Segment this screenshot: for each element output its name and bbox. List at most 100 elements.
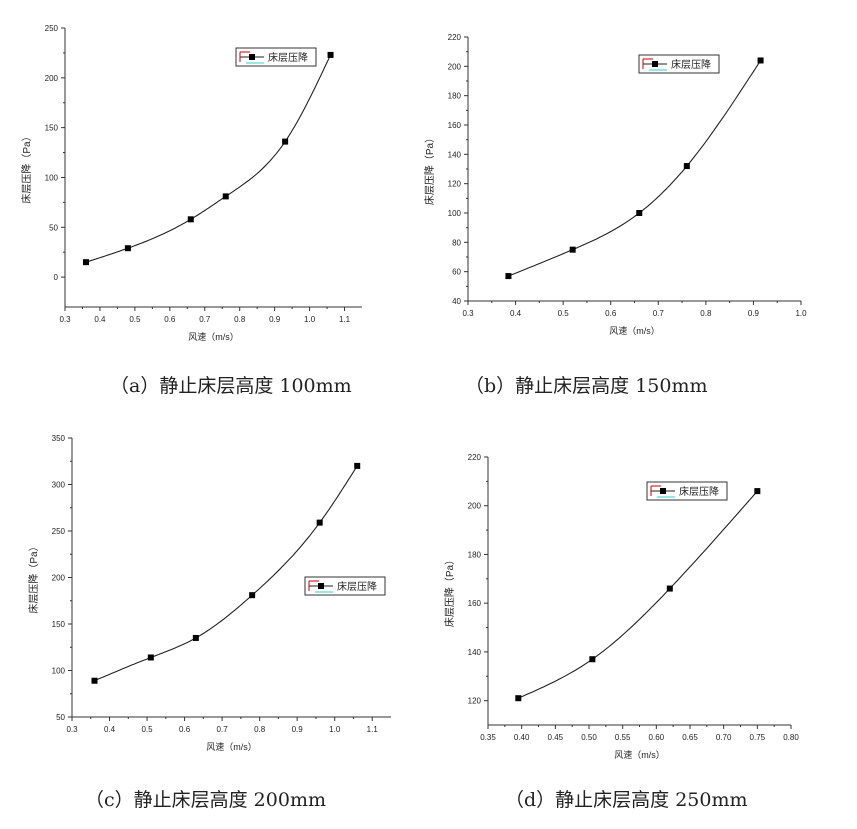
y-tick-label: 250: [52, 527, 66, 536]
x-axis-label: 风速（m/s）: [609, 326, 660, 336]
x-axis-label: 风速（m/s）: [188, 332, 239, 342]
y-tick-label: 180: [448, 92, 462, 101]
legend-marker: [652, 61, 658, 67]
x-tick-label: 1.1: [367, 725, 379, 734]
y-tick-label: 180: [468, 550, 482, 559]
x-tick-label: 0.50: [581, 733, 597, 742]
legend-label: 床层压降: [679, 485, 719, 498]
x-tick-label: 0.75: [750, 733, 766, 742]
x-tick-label: 0.7: [653, 309, 665, 318]
x-tick-label: 1.1: [339, 315, 351, 324]
data-point: [666, 585, 673, 592]
legend-label: 床层压降: [671, 58, 711, 71]
y-tick-label: 0: [54, 273, 59, 282]
y-axis-label: 床层压降（Pa）: [20, 131, 33, 203]
legend-box: [235, 47, 317, 67]
x-tick-label: 0.9: [748, 309, 760, 318]
legend-label: 床层压降: [268, 51, 308, 64]
data-point: [589, 656, 596, 663]
y-tick-label: 100: [52, 667, 66, 676]
x-tick-label: 0.6: [179, 725, 191, 734]
x-tick-label: 0.7: [199, 315, 211, 324]
y-tick-label: 40: [452, 297, 461, 306]
x-tick-label: 1.0: [304, 315, 316, 324]
data-point: [683, 163, 690, 170]
legend: 床层压降: [646, 481, 728, 501]
x-tick-label: 0.5: [129, 315, 141, 324]
chart-b: 0.3 0.4 0.5 0.6 0.7 0.8 0.9 1.0 40 60 80 100 120 140 1…: [423, 33, 807, 336]
x-tick-label: 0.8: [254, 725, 266, 734]
y-tick-label: 300: [52, 481, 66, 490]
data-point: [636, 210, 643, 216]
caption-c: （c）静止床层高度 200mm: [85, 789, 326, 811]
x-tick-label: 0.5: [141, 725, 153, 734]
data-point: [569, 246, 576, 253]
x-tick-label: 0.45: [548, 733, 564, 742]
chart-panel-c: 0.3 0.4 0.5 0.6 0.7 0.8 0.9 1.0 1.1 50 100 150 200 25…: [0, 420, 420, 790]
series-line: [508, 60, 762, 277]
y-tick-label: 140: [468, 648, 482, 657]
y-tick-label: 220: [468, 453, 482, 462]
legend-box: [638, 54, 720, 74]
x-tick-label: 0.40: [514, 733, 530, 742]
data-point: [757, 57, 764, 64]
data-point: [282, 138, 289, 145]
y-tick-label: 250: [45, 24, 59, 33]
data-point: [91, 677, 98, 684]
y-tick-label: 150: [52, 620, 66, 629]
x-tick-label: 0.8: [234, 315, 246, 324]
x-tick-label: 0.9: [292, 725, 304, 734]
x-tick-label: 0.4: [510, 309, 522, 318]
chart-a: 0.3 0.4 0.5 0.6 0.7 0.8 0.9 1.0 1.1 0 50 100 150 200 2…: [20, 24, 362, 342]
x-tick-label: 0.9: [269, 315, 281, 324]
x-tick-label: 0.55: [615, 733, 631, 742]
x-tick-label: 0.80: [783, 733, 799, 742]
data-point: [327, 51, 334, 58]
chart-d: 0.35 0.40 0.45 0.50 0.55 0.60 0.65 0.70 0.75 0.80…: [443, 453, 799, 760]
y-tick-label: 120: [448, 180, 462, 189]
x-axis-label: 风速（m/s）: [206, 742, 257, 752]
y-tick-label: 50: [56, 713, 65, 722]
chart-panel-d: 0.35 0.40 0.45 0.50 0.55 0.60 0.65 0.70 0.75 0.80…: [420, 420, 840, 790]
y-tick-label: 220: [448, 33, 462, 42]
y-tick-label: 80: [452, 238, 461, 247]
data-point: [82, 259, 89, 266]
data-point: [354, 462, 361, 469]
x-tick-label: 0.35: [480, 733, 496, 742]
y-axis-label: 床层压降（Pa）: [27, 541, 40, 613]
data-point: [192, 634, 199, 641]
y-tick-label: 200: [448, 62, 462, 71]
y-tick-label: 150: [45, 124, 59, 133]
chart-c: 0.3 0.4 0.5 0.6 0.7 0.8 0.9 1.0 1.1 50 100 150 200 25…: [27, 434, 391, 752]
legend-label: 床层压降: [337, 580, 377, 593]
data-point: [754, 488, 761, 495]
x-tick-label: 0.5: [558, 309, 570, 318]
x-tick-label: 1.0: [329, 725, 341, 734]
y-tick-label: 50: [49, 223, 58, 232]
x-tick-label: 0.3: [59, 315, 71, 324]
y-tick-label: 140: [448, 150, 462, 159]
y-tick-label: 100: [45, 173, 59, 182]
series-line: [85, 54, 332, 263]
caption-d: （d）静止床层高度 250mm: [505, 789, 748, 811]
x-tick-label: 0.8: [700, 309, 712, 318]
data-point: [147, 654, 154, 661]
x-tick-label: 1.0: [795, 309, 807, 318]
y-tick-label: 200: [52, 574, 66, 583]
y-tick-label: 60: [452, 268, 461, 277]
data-point: [316, 519, 323, 526]
x-tick-label: 0.60: [649, 733, 665, 742]
x-tick-label: 0.7: [217, 725, 229, 734]
data-point: [505, 273, 512, 280]
legend: 床层压降: [638, 54, 720, 74]
x-tick-label: 0.6: [164, 315, 176, 324]
data-point: [222, 193, 229, 200]
y-tick-label: 160: [468, 599, 482, 608]
chart-panel-a: 0.3 0.4 0.5 0.6 0.7 0.8 0.9 1.0 1.1 0 50 100 150 200 2…: [0, 0, 420, 370]
legend-box: [646, 481, 728, 501]
legend-marker: [660, 488, 666, 494]
y-tick-label: 200: [468, 502, 482, 511]
x-tick-label: 0.3: [66, 725, 78, 734]
chart-panel-b: 0.3 0.4 0.5 0.6 0.7 0.8 0.9 1.0 40 60 80 100 120 140 1…: [420, 0, 840, 370]
y-axis-label: 床层压降（Pa）: [443, 555, 456, 627]
